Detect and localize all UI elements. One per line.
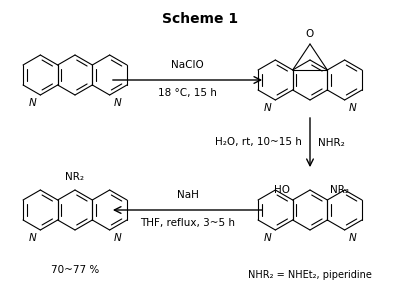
Text: NHR₂: NHR₂ [318, 138, 345, 147]
Text: NaH: NaH [176, 190, 198, 200]
Text: N: N [114, 233, 121, 243]
Text: HO: HO [274, 185, 290, 195]
Text: N: N [29, 98, 36, 108]
Text: H₂O, rt, 10~15 h: H₂O, rt, 10~15 h [215, 138, 302, 147]
Text: Scheme 1: Scheme 1 [162, 12, 238, 26]
Text: NR₂: NR₂ [66, 172, 84, 182]
Text: N: N [349, 103, 356, 113]
Text: NHR₂ = NHEt₂, piperidine: NHR₂ = NHEt₂, piperidine [248, 270, 372, 280]
Text: N: N [29, 233, 36, 243]
Text: 70~77 %: 70~77 % [51, 265, 99, 275]
Text: 18 °C, 15 h: 18 °C, 15 h [158, 88, 217, 98]
Text: N: N [114, 98, 121, 108]
Text: NaClO: NaClO [171, 60, 204, 70]
Text: NR₂: NR₂ [330, 185, 349, 195]
Text: O: O [306, 29, 314, 39]
Text: THF, reflux, 3~5 h: THF, reflux, 3~5 h [140, 218, 235, 228]
Text: N: N [349, 233, 356, 243]
Text: N: N [264, 103, 271, 113]
Text: N: N [264, 233, 271, 243]
